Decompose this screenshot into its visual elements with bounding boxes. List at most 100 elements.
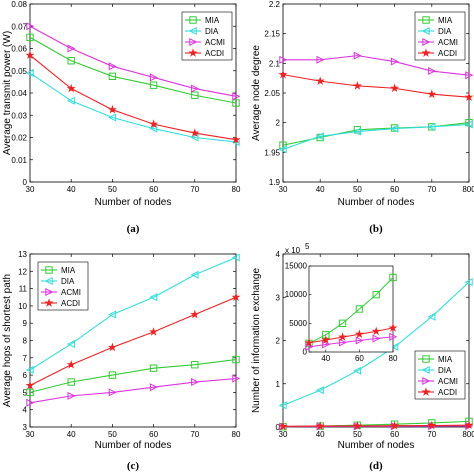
inset-data-point-acdi: [338, 332, 348, 341]
legend-entry-acmi: ACMI: [41, 287, 81, 297]
legend-entry-acmi: ACMI: [185, 37, 225, 47]
data-point-mia: [108, 371, 117, 379]
legend-entry-dia: DIA: [418, 365, 452, 375]
y-tick-label: 0.03: [11, 111, 27, 120]
legend-label: ACMI: [438, 377, 458, 386]
panel-label: (a): [127, 223, 140, 235]
data-point-mia: [191, 361, 199, 369]
y-axis: 0 0.01 0.02 0.03 0.04 0.05 0.06 0.07 0.08: [11, 0, 236, 187]
y-tick-label: 4: [23, 406, 28, 415]
data-point-acmi: [316, 55, 325, 64]
data-point-acdi: [390, 420, 400, 430]
data-point-acmi: [108, 388, 117, 397]
legend-label: MIA: [438, 16, 453, 25]
data-point-dia: [353, 366, 362, 375]
legend-swatch-marker: [188, 48, 198, 57]
y-tick-label: 1: [276, 380, 281, 389]
legend-entry-acdi: ACDI: [41, 298, 80, 308]
legend-entry-acdi: ACDI: [418, 48, 457, 58]
y-axis: 3 4 5 6 7 8 9 10 11 12 13: [18, 250, 236, 432]
x-tick-label: 30: [26, 430, 35, 439]
data-point-dia: [190, 270, 199, 279]
data-point-acmi: [191, 84, 200, 93]
data-point-dia: [315, 386, 324, 395]
series-line-acdi: [29, 54, 237, 141]
y-axis: 1.9 1.95 2 2.05 2.1 2.15 2.2: [264, 0, 469, 187]
legend-label: ACMI: [205, 38, 225, 47]
series-line-dia: [282, 281, 470, 406]
panel-label: (c): [127, 460, 140, 472]
series-mia: [26, 355, 240, 397]
y-tick-label: 0.06: [11, 45, 27, 54]
y-tick-label: 9: [23, 319, 28, 328]
data-point-dia: [25, 68, 34, 77]
x-axis-label: Number of nodes: [95, 440, 172, 451]
inset-series-acmi: [305, 332, 398, 351]
series-mia: [279, 417, 473, 431]
series-line-acmi: [29, 25, 237, 97]
y-tick-label: 0.07: [11, 22, 27, 31]
y-tick-label: 1.95: [264, 148, 280, 157]
series-dia: [25, 253, 240, 374]
data-point-acmi: [108, 62, 117, 71]
data-point-acmi: [232, 374, 241, 383]
legend-swatch-marker: [44, 298, 54, 307]
y-tick-label: 2.1: [269, 59, 281, 68]
data-point-dia: [108, 310, 117, 319]
inset-chart: 40 60 80 0 5000 10000 15000: [285, 262, 398, 364]
data-point-dia: [66, 339, 75, 348]
data-point-dia: [390, 342, 399, 351]
x-axis: 30 40 50 60 70 80: [26, 4, 241, 194]
x-tick-label: 60: [149, 430, 158, 439]
data-point-mia: [108, 72, 117, 81]
series-line-acmi: [283, 55, 470, 76]
data-point-acdi: [66, 359, 76, 369]
inset-data-point-acmi: [372, 334, 381, 343]
legend-swatch-marker: [422, 37, 431, 47]
legend-swatch-marker: [421, 387, 431, 396]
x-tick-label: 40: [316, 430, 325, 439]
data-point-acmi: [232, 92, 241, 101]
data-point-dia: [390, 124, 399, 133]
data-point-acmi: [67, 391, 76, 400]
series-line-acdi: [29, 296, 237, 386]
legend: MIA DIA ACMI ACDI: [414, 11, 466, 61]
legend-swatch-marker: [189, 16, 197, 24]
legend-swatch-marker: [45, 287, 54, 297]
data-point-acdi: [190, 309, 200, 319]
y-tick-label: 0.04: [11, 89, 27, 98]
y-tick-label: 0: [276, 423, 281, 432]
legend-swatch-marker: [188, 26, 197, 36]
legend-entry-acmi: ACMI: [418, 376, 458, 386]
legend-entry-dia: DIA: [41, 276, 75, 286]
data-point-acdi: [231, 292, 241, 302]
inset-y-tick-label: 0: [303, 348, 308, 357]
legend-label: DIA: [438, 27, 452, 36]
data-point-dia: [149, 124, 158, 133]
inset-data-point-mia: [389, 273, 397, 282]
legend-entry-dia: DIA: [418, 26, 452, 36]
data-point-acmi: [149, 73, 158, 82]
y-tick-label: 0.02: [11, 134, 27, 143]
y-tick-label: 4: [276, 250, 281, 259]
y-tick-label: 3: [276, 293, 281, 302]
series-acmi: [26, 22, 241, 101]
legend-entry-acmi: ACMI: [418, 37, 458, 47]
data-point-mia: [279, 141, 287, 149]
inset-data-point-acmi: [355, 336, 364, 345]
data-point-acdi: [231, 134, 241, 144]
legend-label: MIA: [438, 355, 453, 364]
legend-label: ACDI: [438, 388, 457, 397]
x-tick-label: 70: [190, 185, 199, 194]
legend-entry-acdi: ACDI: [185, 48, 224, 58]
x-tick-label: 50: [353, 430, 362, 439]
y-tick-label: 2.05: [264, 89, 280, 98]
chart-panel--c-: 30 40 50 60 70 80 3 4 5 6 7 8 9 10 11 12 13 Number of nod…: [2, 250, 241, 472]
data-point-acmi: [67, 44, 76, 53]
series-acdi: [278, 420, 474, 431]
x-axis-label: Number of nodes: [95, 197, 172, 208]
data-point-acdi: [427, 89, 437, 99]
x-axis-label: Number of nodes: [338, 440, 415, 451]
series-acdi: [25, 50, 241, 144]
y-tick-label: 1.9: [269, 178, 281, 187]
